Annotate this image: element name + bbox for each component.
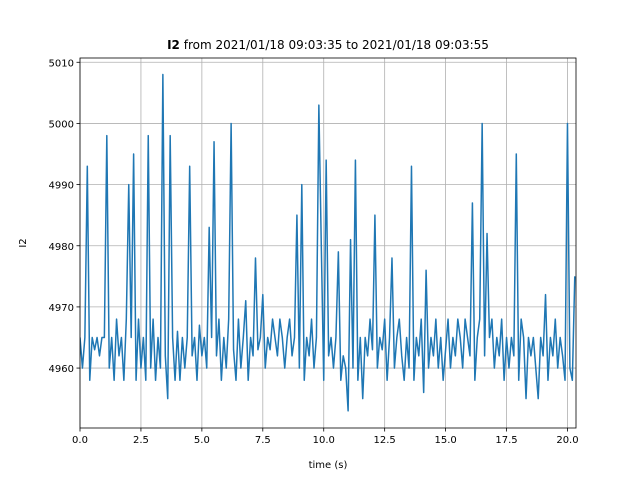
chart-title: I2 from 2021/01/18 09:03:35 to 2021/01/1… (167, 38, 489, 52)
x-tick-label: 10.0 (313, 435, 335, 446)
title-variable: I2 (167, 38, 180, 52)
y-tick-label: 5000 (49, 119, 74, 130)
y-tick-label: 4990 (49, 181, 74, 192)
x-tick-label: 2.5 (133, 435, 149, 446)
x-tick-label: 15.0 (434, 435, 456, 446)
x-tick-label: 20.0 (556, 435, 578, 446)
plot-frame (79, 57, 577, 429)
x-tick-label: 17.5 (495, 435, 517, 446)
x-tick-label: 0.0 (72, 435, 88, 446)
y-tick-label: 4980 (49, 242, 74, 253)
y-axis-label: I2 (18, 238, 29, 247)
title-range: from 2021/01/18 09:03:35 to 2021/01/18 0… (184, 38, 489, 52)
x-tick-label: 12.5 (374, 435, 396, 446)
y-tick-label: 5010 (49, 58, 74, 69)
x-axis-label: time (s) (309, 460, 348, 471)
data-line (80, 73, 576, 412)
y-tick-label: 4970 (49, 303, 74, 314)
x-tick-label: 7.5 (255, 435, 271, 446)
y-tick-label: 4960 (49, 364, 74, 375)
x-tick-label: 5.0 (194, 435, 210, 446)
